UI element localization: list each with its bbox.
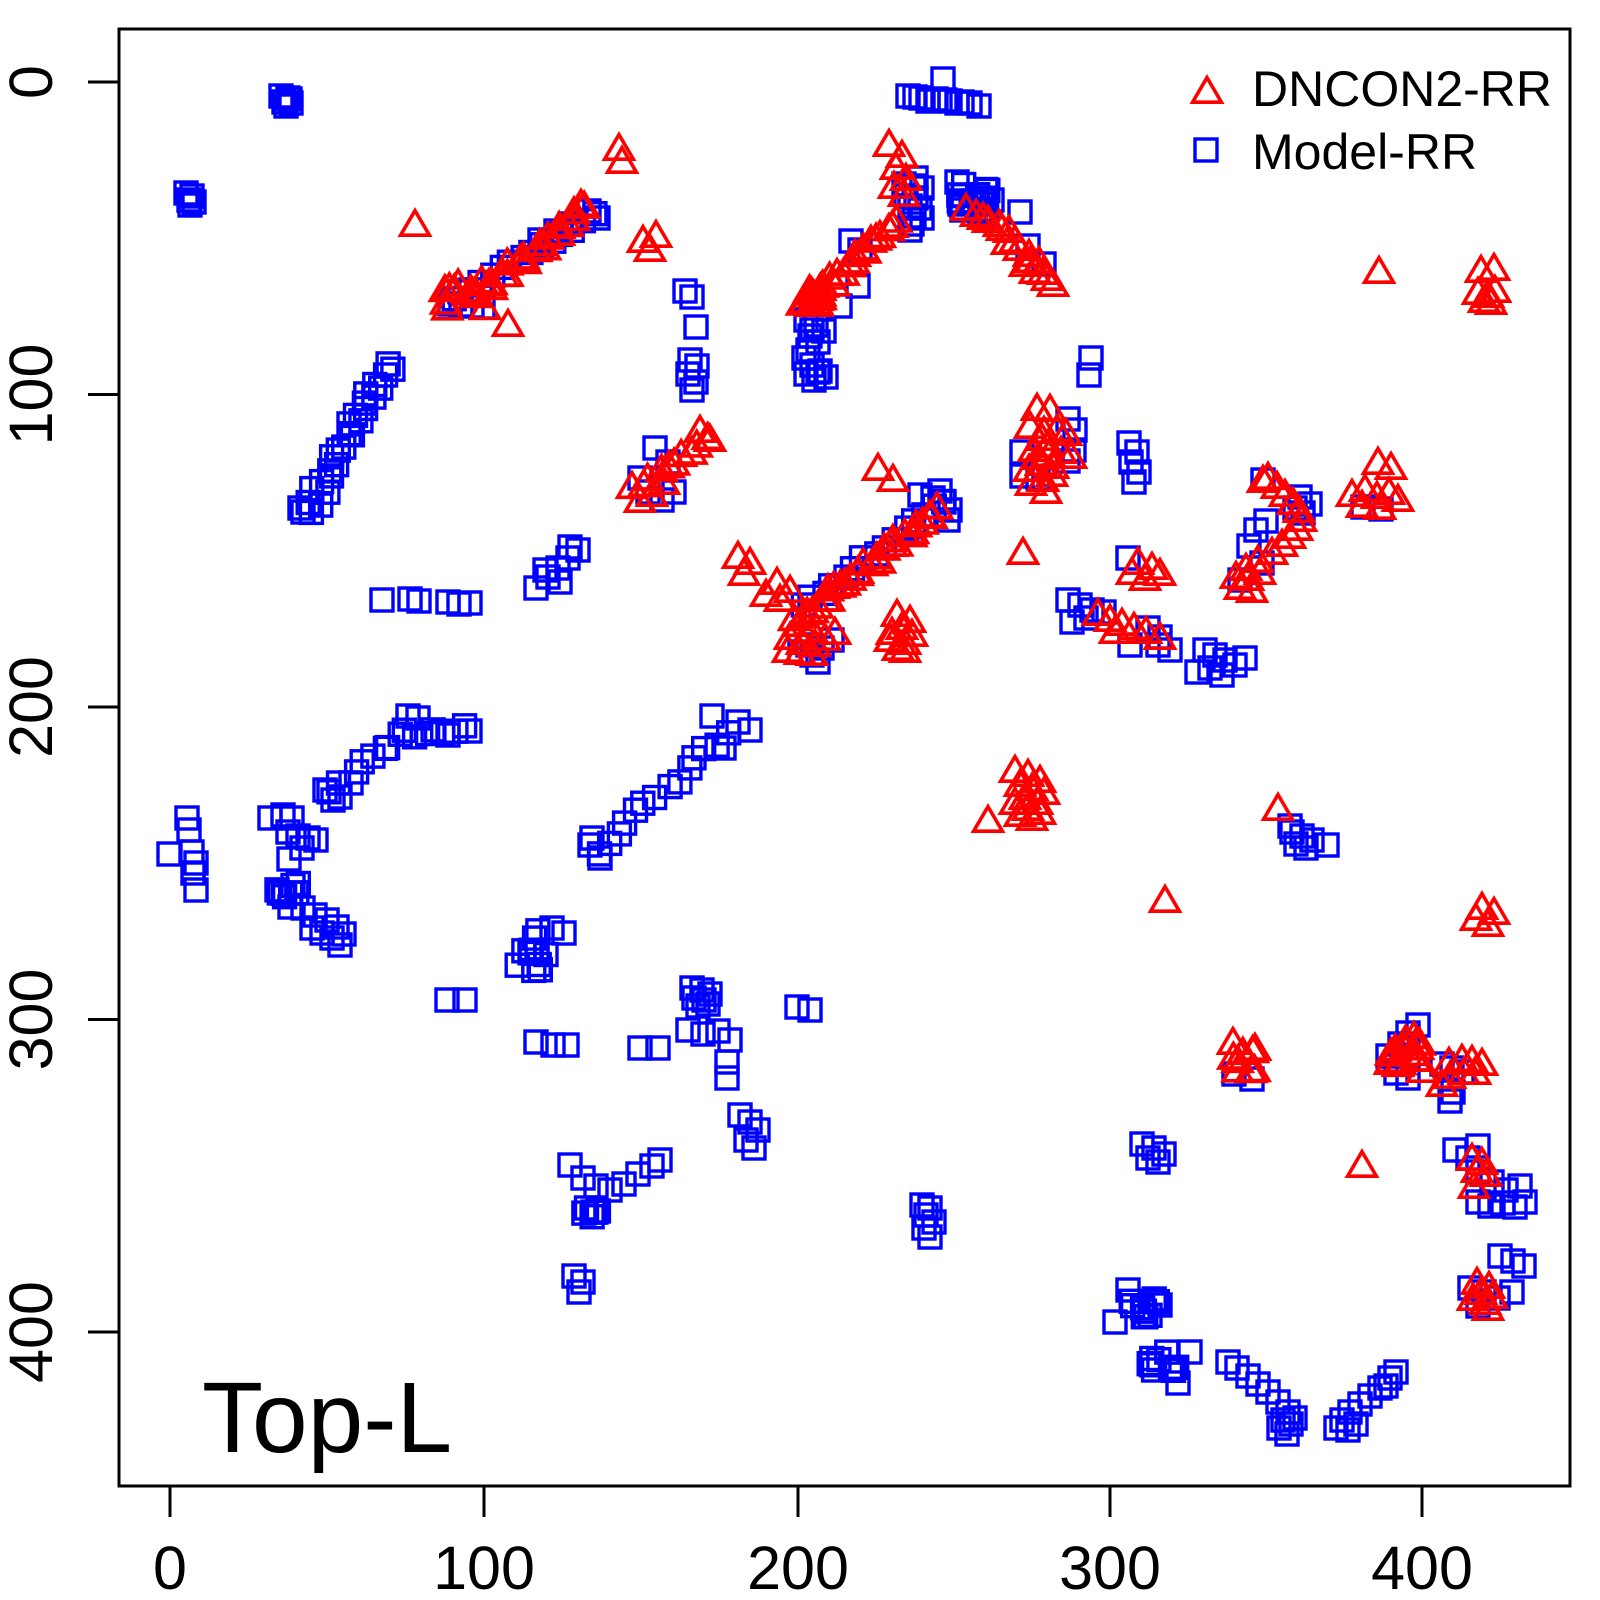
svg-text:200: 200 [747, 1534, 849, 1600]
svg-text:400: 400 [1371, 1534, 1473, 1600]
svg-text:0: 0 [153, 1534, 187, 1600]
svg-text:200: 200 [0, 656, 65, 758]
svg-text:100: 100 [0, 344, 65, 446]
svg-text:DNCON2-RR: DNCON2-RR [1252, 61, 1552, 117]
svg-text:400: 400 [0, 1281, 65, 1383]
svg-text:300: 300 [0, 969, 65, 1071]
svg-text:0: 0 [0, 65, 65, 99]
svg-text:100: 100 [433, 1534, 535, 1600]
svg-text:Model-RR: Model-RR [1252, 124, 1477, 180]
svg-text:Top-L: Top-L [202, 1362, 452, 1474]
svg-text:300: 300 [1059, 1534, 1161, 1600]
